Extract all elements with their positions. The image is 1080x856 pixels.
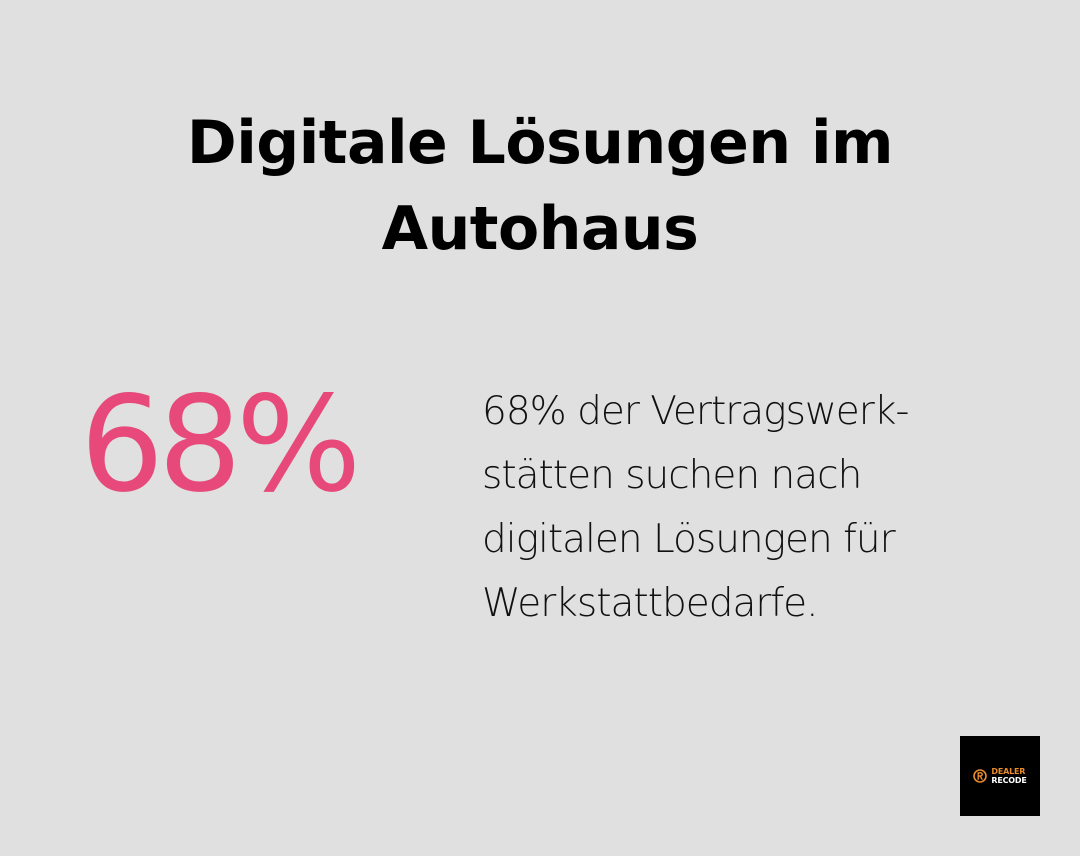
logo-wordmark: DEALER RECODE [991, 767, 1026, 785]
stat-description-line-4: Werkstattbedarfe. [482, 581, 819, 626]
stat-description-line-3: digitalen Lösungen für [482, 517, 896, 562]
stat-description-line-1: 68% der Vertragswerk- [482, 389, 909, 434]
page-title-line-1: Digitale Lösungen im [186, 108, 894, 178]
stat-description: 68% der Vertragswerk- stätten suchen nac… [482, 380, 1022, 636]
logo-word-dealer: DEALER [991, 767, 1026, 776]
r-circle-icon [973, 769, 988, 783]
brand-logo: DEALER RECODE [960, 736, 1040, 816]
stat-percentage: 68% [80, 368, 361, 522]
stat-description-line-2: stätten suchen nach [482, 453, 862, 498]
logo-word-recode: RECODE [991, 776, 1027, 785]
page-title: Digitale Lösungen im Autohaus [90, 100, 990, 272]
page-title-line-2: Autohaus [381, 194, 699, 264]
